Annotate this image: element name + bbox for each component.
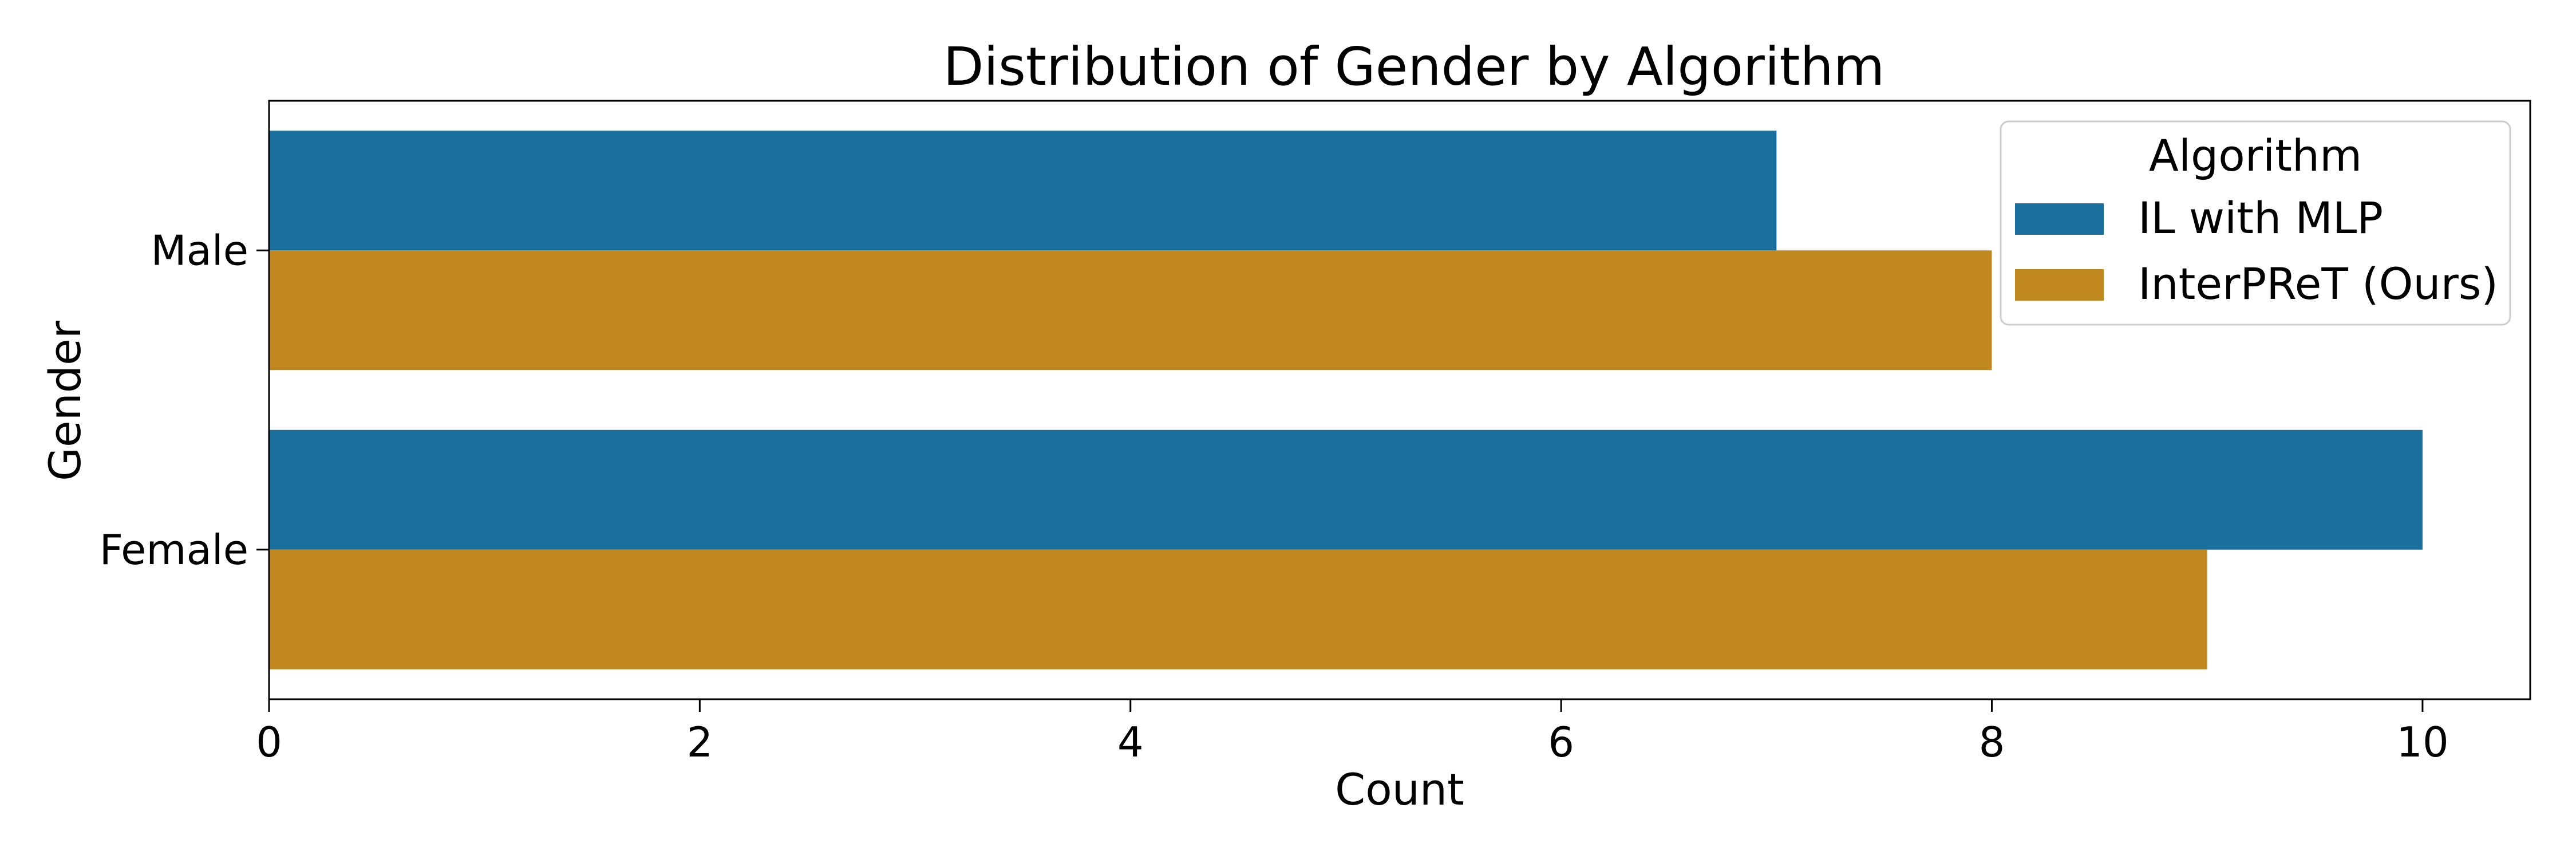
bar-female-il-with-mlp — [269, 430, 2423, 550]
legend-swatch — [2015, 269, 2104, 301]
bar-male-il-with-mlp — [269, 131, 1777, 251]
plot-area-frame — [268, 100, 2531, 700]
bar-female-interpret-ours — [269, 549, 2207, 669]
x-tick-label: 8 — [1979, 718, 2005, 766]
y-tick-label-male: Male — [151, 226, 248, 274]
x-tick-label: 6 — [1548, 718, 1574, 766]
x-tick-label: 10 — [2396, 718, 2449, 766]
legend-label: IL with MLP — [2138, 192, 2383, 243]
x-tick-label: 2 — [686, 718, 713, 766]
legend-label: InterPReT (Ours) — [2138, 258, 2498, 309]
legend-swatch — [2015, 203, 2104, 235]
legend-title: Algorithm — [2149, 130, 2362, 181]
legend-items: IL with MLP InterPReT (Ours) — [2015, 192, 2498, 309]
x-tick-label: 0 — [256, 718, 282, 766]
y-tick-label-female: Female — [100, 526, 248, 574]
bars-group — [269, 131, 2423, 669]
bar-male-interpret-ours — [269, 250, 1992, 371]
legend-box — [2000, 120, 2511, 326]
y-axis-label: Gender — [39, 320, 90, 481]
legend: Algorithm IL with MLP InterPReT (Ours) — [2000, 120, 2511, 326]
x-axis-ticks: 0 2 4 6 8 10 — [256, 699, 2449, 766]
y-axis-ticks: Male Female — [100, 226, 269, 574]
x-tick-label: 4 — [1117, 718, 1144, 766]
chart-title: Distribution of Gender by Algorithm — [943, 36, 1885, 97]
x-axis-label: Count — [1335, 764, 1464, 815]
